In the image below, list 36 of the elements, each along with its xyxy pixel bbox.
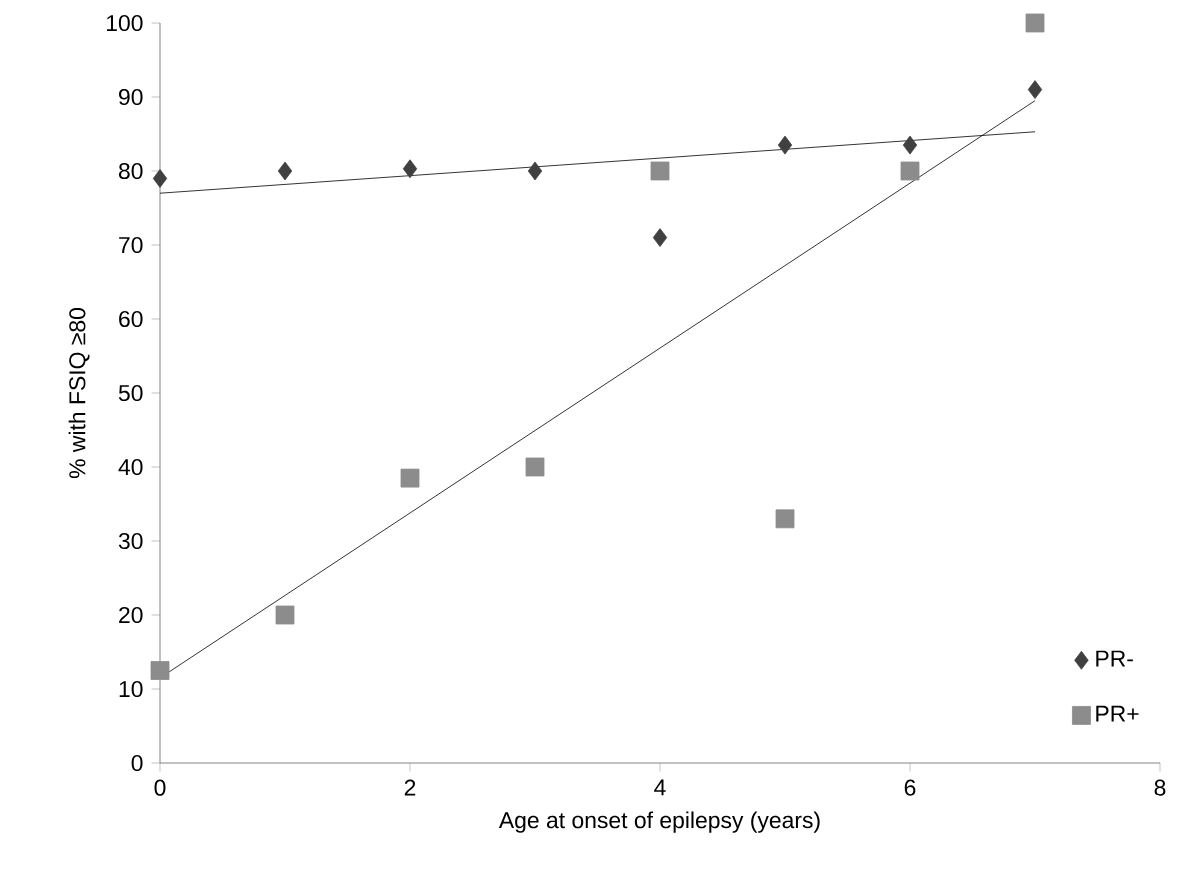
x-tick-label: 8 [1154,779,1166,796]
y-tick-label: 10 [119,680,143,698]
point [900,161,920,181]
point [1025,13,1045,33]
point [902,135,918,155]
point [150,661,170,680]
point [652,228,668,247]
y-tick-label: 70 [119,236,143,254]
point [777,135,793,155]
y-tick-label: 30 [118,532,143,550]
x-tick-label: 4 [654,779,666,796]
x-axis-title: Age at onset of epilepsy (years) [498,811,820,833]
point [527,161,543,181]
legend-label: PR- [1096,650,1133,667]
point [775,509,795,529]
point [525,457,545,477]
y-tick-label: 40 [118,458,143,476]
x-tick-label: 0 [154,779,166,796]
y-tick-label: 0 [131,754,143,772]
y-tick-label: 20 [119,606,143,624]
x-tick-label: 2 [404,779,416,796]
point [650,161,670,181]
y-tick-label: 90 [119,88,143,106]
x-tick-label: 6 [904,779,916,796]
point [400,468,420,488]
y-tick-label: 50 [118,384,143,402]
point [275,605,295,625]
y-tick-label: 60 [119,310,143,328]
y-tick-label: 80 [118,162,143,180]
legend-label: PR+ [1096,705,1139,722]
point [152,168,168,188]
point [402,159,418,179]
point [277,161,293,181]
point [1027,80,1043,99]
y-tick-label: 100 [106,14,143,32]
y-axis-title: % with FSIQ ≥80 [68,308,90,479]
